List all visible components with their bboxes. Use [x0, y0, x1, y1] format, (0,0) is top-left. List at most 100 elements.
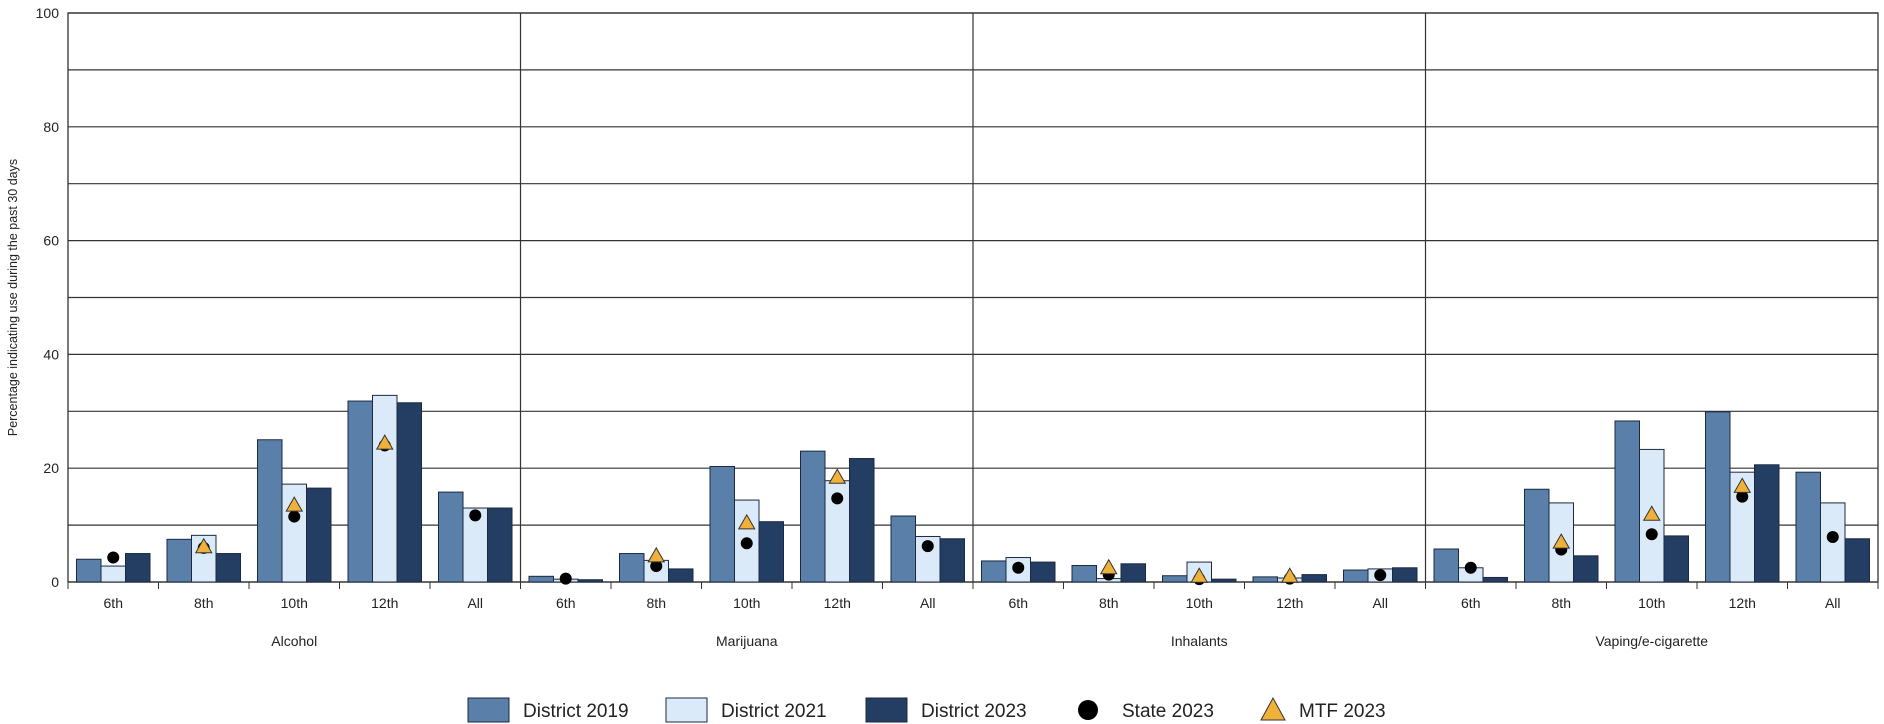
bar — [1301, 574, 1327, 583]
x-tick-label: 8th — [1552, 595, 1571, 611]
bar — [1482, 576, 1508, 583]
marker-point — [1374, 569, 1387, 582]
bar — [100, 565, 126, 583]
marker-point — [107, 551, 120, 564]
bar — [1252, 576, 1278, 583]
marker-point — [1826, 531, 1839, 544]
bar — [1392, 567, 1418, 583]
marker-point — [831, 492, 844, 505]
bar — [1614, 420, 1640, 583]
bar — [800, 450, 826, 583]
x-tick-label: 6th — [1461, 595, 1480, 611]
group-label: Alcohol — [271, 633, 317, 649]
bar — [76, 558, 102, 583]
marker-point — [469, 509, 482, 522]
bar — [487, 507, 513, 583]
legend-swatch — [1260, 696, 1286, 721]
marker-point — [288, 510, 301, 523]
bar — [347, 400, 373, 583]
x-tick-label: All — [1825, 595, 1841, 611]
bar — [1705, 411, 1731, 583]
bar — [709, 465, 735, 583]
bar — [1573, 555, 1599, 583]
bar — [1754, 464, 1780, 583]
marker-point — [740, 537, 753, 550]
marker-point — [737, 513, 756, 530]
bar — [849, 458, 875, 583]
legend-label: District 2019 — [523, 701, 629, 722]
x-tick-label: 10th — [1186, 595, 1213, 611]
y-tick-label: 80 — [43, 119, 59, 135]
bar — [1120, 563, 1146, 583]
x-tick-label: 12th — [371, 595, 398, 611]
marker-point — [921, 540, 934, 553]
bar — [1795, 471, 1821, 583]
x-tick-label: All — [467, 595, 483, 611]
marker-point — [1464, 561, 1477, 574]
group-label: Marijuana — [716, 633, 778, 649]
x-tick-label: 8th — [194, 595, 213, 611]
bar — [1030, 561, 1056, 583]
bar — [372, 394, 398, 583]
marker-point — [1736, 490, 1749, 503]
bar — [577, 579, 603, 583]
bar — [528, 575, 554, 583]
x-tick-label: 10th — [733, 595, 760, 611]
marker-point — [1645, 528, 1658, 541]
marker-point — [1552, 533, 1571, 549]
marker-point — [650, 560, 663, 573]
bar — [890, 515, 916, 583]
bar — [215, 553, 241, 583]
marker-point — [559, 572, 572, 585]
bar — [1524, 488, 1550, 583]
x-tick-label: 8th — [1099, 595, 1118, 611]
legend-label: District 2021 — [721, 701, 827, 722]
bar — [306, 487, 332, 583]
marker-point — [1280, 567, 1299, 583]
marker-point — [1012, 561, 1025, 574]
x-tick-label: All — [1372, 595, 1388, 611]
x-tick-label: All — [920, 595, 936, 611]
marker-point — [1733, 477, 1752, 493]
marker-point — [1190, 567, 1209, 583]
marker-point — [194, 537, 213, 554]
x-tick-label: 12th — [1276, 595, 1303, 611]
y-tick-label: 60 — [43, 233, 59, 249]
legend-label: State 2023 — [1122, 701, 1214, 722]
bar — [438, 491, 464, 583]
bar — [125, 553, 151, 583]
x-tick-label: 10th — [1638, 595, 1665, 611]
bar — [1162, 575, 1188, 583]
marker-point — [647, 546, 666, 563]
bar — [1844, 538, 1870, 583]
group-label: Vaping/e-cigarette — [1595, 633, 1708, 649]
bar — [396, 402, 422, 583]
bar — [1663, 535, 1689, 583]
group-label: Inhalants — [1171, 633, 1228, 649]
marker-point — [1642, 505, 1661, 521]
marker-point — [375, 434, 394, 450]
bar — [1071, 564, 1097, 583]
legend-label: District 2023 — [921, 701, 1027, 722]
x-tick-label: 6th — [1009, 595, 1028, 611]
bar — [257, 439, 283, 583]
y-tick-label: 0 — [51, 574, 59, 590]
x-tick-label: 12th — [824, 595, 851, 611]
legend-swatch — [467, 697, 510, 723]
bar — [619, 553, 645, 583]
x-tick-label: 6th — [556, 595, 575, 611]
bar — [166, 538, 192, 583]
y-tick-label: 40 — [43, 346, 59, 362]
bar — [758, 521, 784, 583]
legend-swatch — [1078, 700, 1098, 720]
y-tick-label: 20 — [43, 460, 59, 476]
bar — [1343, 569, 1369, 583]
x-tick-label: 12th — [1729, 595, 1756, 611]
bar — [668, 568, 694, 583]
legend-swatch — [665, 697, 708, 723]
marker-point — [285, 496, 304, 512]
bar — [1211, 578, 1237, 583]
y-axis-label: Percentage indicating use during the pas… — [6, 159, 20, 436]
legend-label: MTF 2023 — [1299, 701, 1386, 722]
